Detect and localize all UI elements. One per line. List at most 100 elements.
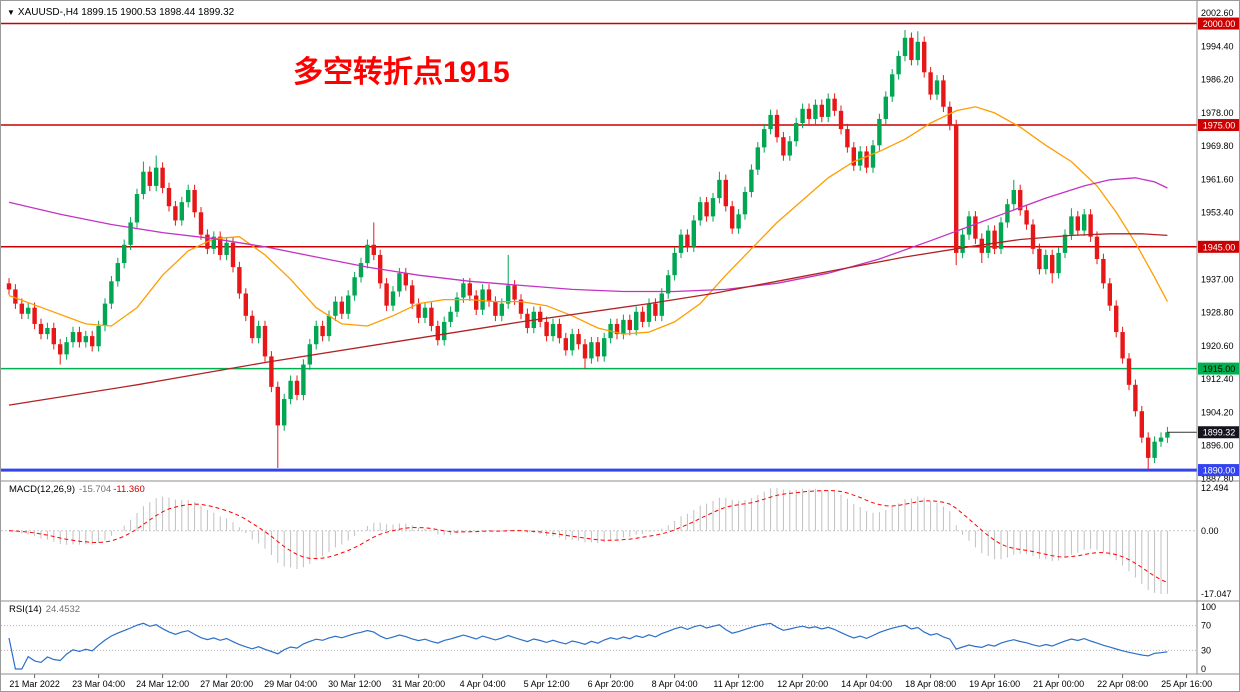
candle-body — [1082, 214, 1087, 231]
candle-body — [339, 301, 344, 314]
candle-body — [173, 206, 178, 221]
candle-body — [134, 194, 140, 223]
candle-body — [230, 242, 236, 268]
candle-body — [1030, 224, 1036, 249]
candle-body — [998, 222, 1004, 249]
candle-body — [730, 206, 735, 229]
price-level-badge-text: 1945.00 — [1203, 242, 1236, 252]
candle-body — [320, 325, 325, 337]
candle-body — [736, 214, 741, 229]
candle-body — [704, 202, 709, 217]
price-tick-label: 1986.20 — [1201, 75, 1234, 85]
macd-axis-label: -17.047 — [1201, 589, 1232, 599]
candle-body — [1158, 437, 1164, 442]
price-level-badge — [1198, 362, 1239, 375]
candle-body — [365, 244, 370, 264]
candle-body — [160, 167, 165, 188]
time-label: 29 Mar 04:00 — [264, 679, 317, 689]
candle-body — [1114, 305, 1119, 333]
candle-body — [397, 273, 402, 292]
candle-body — [480, 289, 485, 310]
candle-body — [474, 295, 479, 310]
candle-body — [749, 169, 754, 193]
candle-body — [1139, 411, 1144, 438]
candle-body — [602, 338, 607, 357]
candle-body — [973, 216, 978, 239]
candle-body — [352, 277, 357, 296]
candle-body — [499, 303, 504, 316]
time-label: 18 Apr 08:00 — [905, 679, 956, 689]
time-label: 31 Mar 20:00 — [392, 679, 445, 689]
candle-body — [653, 303, 658, 316]
candle-body — [1050, 254, 1055, 274]
candle-body — [1075, 216, 1080, 231]
candle-body — [787, 141, 792, 156]
candle-body — [838, 110, 844, 130]
candle-body — [442, 321, 447, 341]
price-level-badge-text: 1975.00 — [1203, 121, 1236, 131]
candle-body — [371, 244, 376, 255]
candle-body — [333, 301, 338, 316]
candle-body — [1024, 210, 1029, 225]
candle-body — [122, 244, 127, 264]
time-label: 30 Mar 12:00 — [328, 679, 381, 689]
candle-body — [237, 267, 242, 294]
rsi-axis-label: 100 — [1201, 602, 1216, 612]
price-tick-label: 1928.80 — [1201, 308, 1234, 318]
candle-body — [922, 41, 927, 73]
candle-body — [992, 230, 997, 249]
price-level-badge — [1198, 17, 1239, 30]
candle-body — [243, 293, 248, 316]
candle-body — [147, 171, 152, 186]
candle-body — [58, 344, 63, 355]
candle-body — [461, 283, 466, 298]
price-tick-label: 1961.60 — [1201, 174, 1234, 184]
candle-body — [109, 281, 114, 304]
candle-body — [1062, 234, 1068, 253]
candle-body — [429, 307, 434, 326]
candle-body — [762, 129, 767, 148]
candle-body — [819, 104, 824, 117]
candle-body — [467, 283, 472, 296]
price-tick-label: 1953.40 — [1201, 208, 1234, 218]
candle-body — [346, 295, 351, 314]
candle-body — [70, 332, 76, 343]
candle-body — [909, 37, 914, 61]
candle-body — [621, 319, 626, 335]
candle-body — [800, 108, 805, 124]
candle-body — [1152, 441, 1157, 458]
time-label: 4 Apr 04:00 — [460, 679, 506, 689]
candle-body — [410, 285, 415, 304]
candle-body — [979, 238, 984, 253]
candle-body — [1056, 252, 1061, 274]
candle-body — [454, 297, 460, 312]
candle-body — [448, 311, 453, 322]
price-level-badge-text: 1890.00 — [1203, 466, 1236, 476]
candle-body — [493, 301, 498, 316]
annotation-text[interactable]: 多空转折点1915 — [293, 56, 510, 89]
price-tick-label: 1896.00 — [1201, 441, 1234, 451]
price-tick-label: 1937.00 — [1201, 274, 1234, 284]
candle-body — [269, 356, 274, 387]
candle-body — [1126, 358, 1132, 385]
candle-body — [742, 192, 748, 215]
candle-body — [294, 380, 300, 395]
candle-body — [250, 315, 255, 339]
price-level-badge-text: 2000.00 — [1203, 19, 1236, 29]
candle-body — [218, 236, 223, 255]
candle-body — [96, 325, 101, 347]
candle-body — [307, 344, 312, 365]
candle-body — [890, 74, 895, 97]
time-label: 11 Apr 12:00 — [713, 679, 763, 689]
candle-body — [26, 307, 31, 314]
candle-body — [934, 80, 940, 95]
candle-body — [915, 41, 920, 61]
candle-body — [640, 311, 645, 322]
candle-body — [544, 321, 549, 337]
candle-body — [1107, 283, 1112, 306]
time-label: 25 Apr 16:00 — [1161, 679, 1212, 689]
candle-body — [589, 342, 594, 359]
candle-body — [960, 234, 965, 253]
candle-body — [64, 342, 69, 355]
